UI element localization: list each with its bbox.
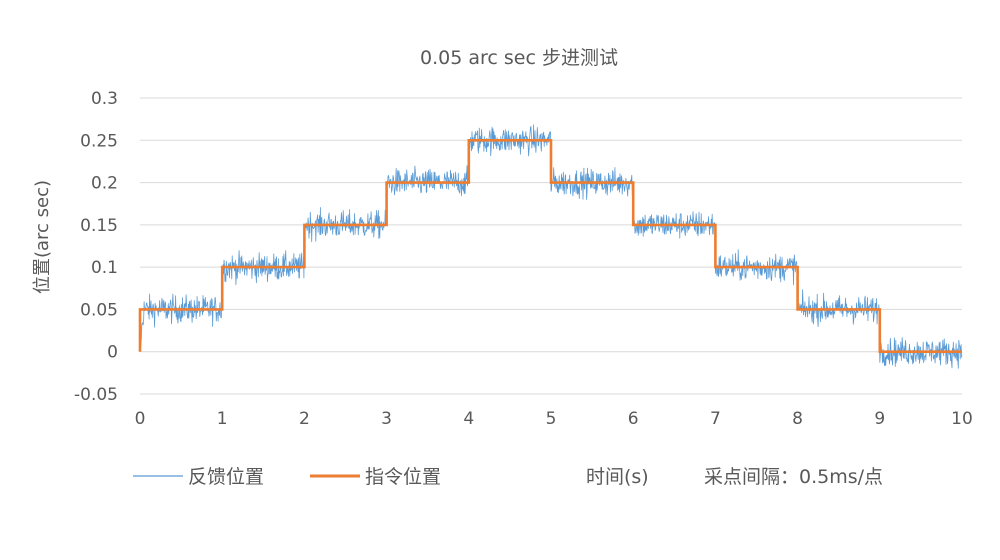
series-command-line xyxy=(138,139,962,353)
x-tick-label: 9 xyxy=(874,409,885,429)
series-feedback-line xyxy=(139,124,963,369)
y-tick-label: 0 xyxy=(107,343,118,363)
x-tick-label: 0 xyxy=(135,409,146,429)
x-tick-label: 6 xyxy=(628,409,639,429)
plot-area xyxy=(138,124,963,369)
x-tick-label: 7 xyxy=(710,409,721,429)
x-tick-label: 3 xyxy=(381,409,392,429)
y-tick-label: 0.25 xyxy=(80,131,118,151)
legend-label-feedback: 反馈位置 xyxy=(188,466,264,488)
y-tick-label: 0.1 xyxy=(91,258,118,278)
x-tick-label: 2 xyxy=(299,409,310,429)
y-axis-ticks: 0.3 0.25 0.2 0.15 0.1 0.05 0 -0.05 xyxy=(74,89,118,405)
x-tick-label: 10 xyxy=(951,409,973,429)
chart-title: 0.05 arc sec 步进测试 xyxy=(420,47,618,69)
legend-label-command: 指令位置 xyxy=(365,466,441,488)
x-tick-label: 8 xyxy=(792,409,803,429)
x-axis-title: 时间(s) xyxy=(586,466,649,488)
x-axis-ticks: 0 1 2 3 4 5 6 7 8 9 10 xyxy=(135,409,973,429)
y-tick-label: -0.05 xyxy=(74,385,118,405)
y-tick-label: 0.05 xyxy=(80,300,118,320)
x-tick-label: 1 xyxy=(217,409,228,429)
y-axis-title: 位置(arc sec) xyxy=(32,180,53,294)
y-tick-label: 0.2 xyxy=(91,174,118,194)
legend: 反馈位置 指令位置 时间(s) 采点间隔：0.5ms/点 xyxy=(133,466,883,488)
y-tick-label: 0.3 xyxy=(91,89,118,109)
y-tick-label: 0.15 xyxy=(80,216,118,236)
sampling-interval-note: 采点间隔：0.5ms/点 xyxy=(704,466,883,488)
x-tick-label: 5 xyxy=(546,409,557,429)
x-tick-label: 4 xyxy=(463,409,474,429)
